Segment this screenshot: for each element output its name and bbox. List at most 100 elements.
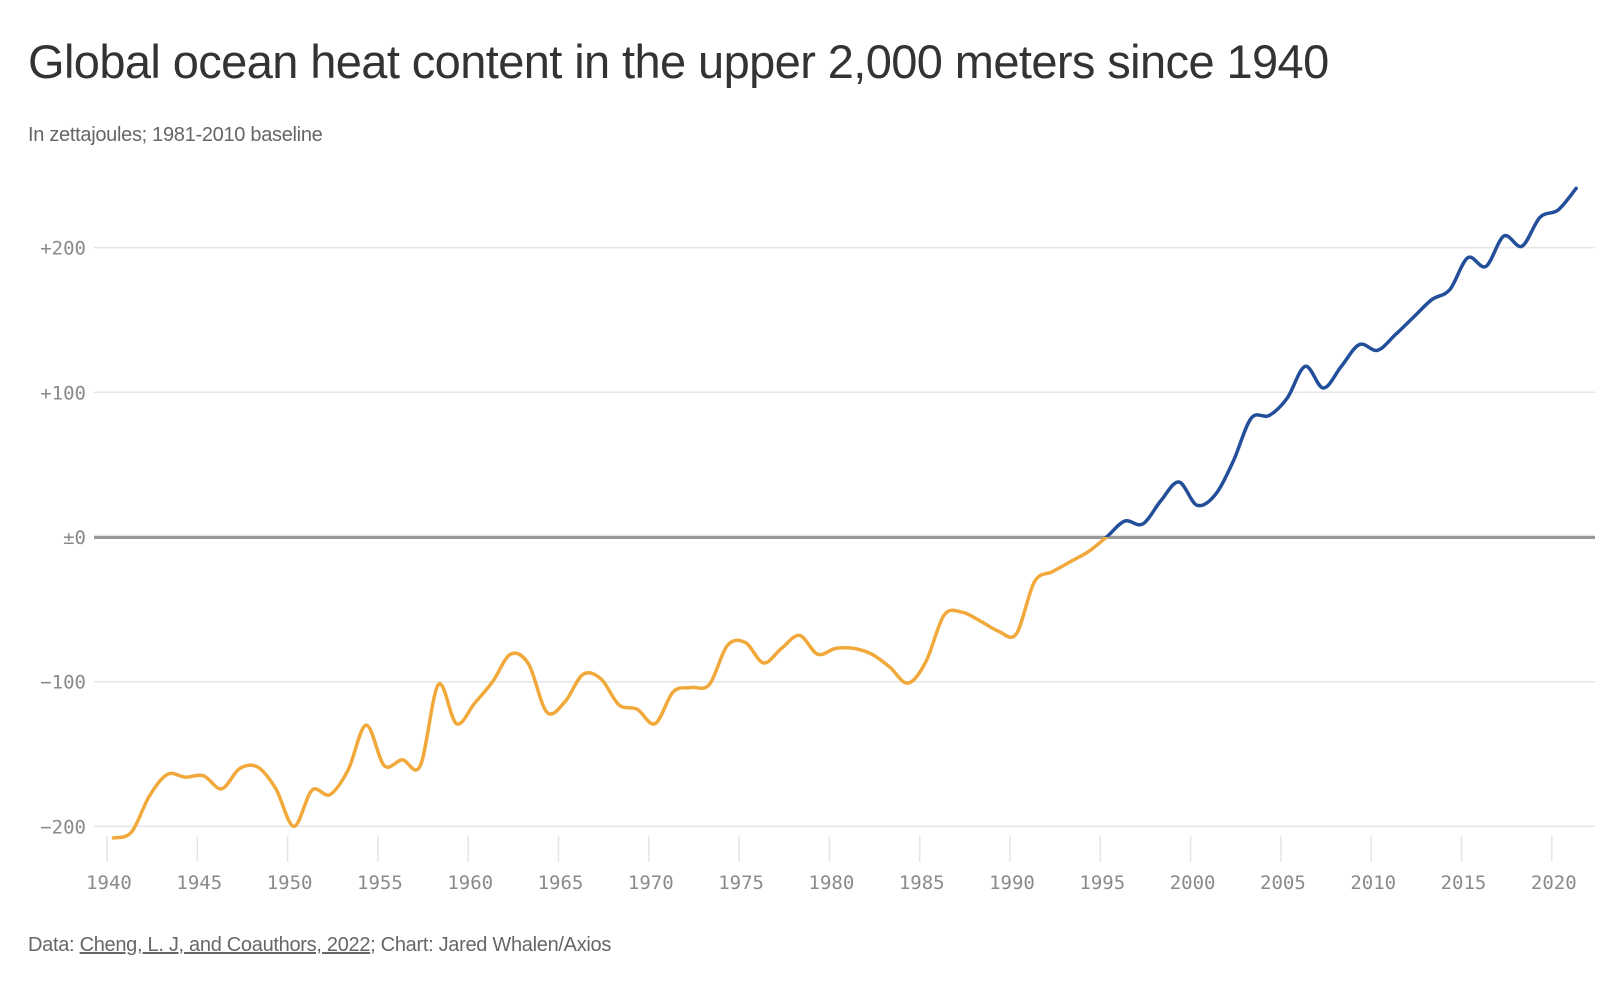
data-point-1948 (256, 765, 260, 769)
data-point-1986 (942, 613, 946, 617)
data-point-1965 (563, 700, 567, 704)
y-tick-label: −100 (40, 672, 86, 694)
data-point-2011 (1394, 332, 1398, 336)
data-point-1983 (888, 665, 892, 669)
data-point-1998 (1159, 499, 1163, 503)
data-point-1971 (671, 690, 675, 694)
data-point-2015 (1466, 256, 1470, 260)
data-point-2008 (1339, 364, 1343, 368)
x-tick-label: 1945 (176, 872, 222, 894)
data-point-1951 (310, 788, 314, 792)
data-point-1963 (527, 662, 531, 666)
data-point-1980 (834, 646, 838, 650)
gridlines (94, 246, 1595, 828)
x-tick-label: 1970 (628, 872, 674, 894)
data-point-1991 (1032, 580, 1036, 584)
data-point-1977 (780, 646, 784, 650)
x-tick-label: 1940 (86, 872, 132, 894)
data-point-1955 (382, 764, 386, 768)
data-point-1993 (1069, 560, 1073, 564)
data-point-1960 (473, 701, 477, 705)
data-point-1957 (418, 764, 422, 768)
data-point-2017 (1502, 234, 1506, 238)
data-point-1962 (509, 652, 513, 656)
data-point-2021 (1574, 186, 1578, 190)
x-tick-label: 2010 (1350, 872, 1396, 894)
data-point-2018 (1520, 244, 1524, 248)
data-point-1940 (111, 836, 115, 840)
data-point-1994 (1087, 550, 1091, 554)
data-point-2016 (1484, 264, 1488, 268)
data-point-2019 (1538, 215, 1542, 219)
y-tick-label: ±0 (63, 527, 86, 549)
data-point-2003 (1249, 416, 1253, 420)
data-point-2013 (1430, 298, 1434, 302)
data-point-1943 (166, 772, 170, 776)
data-point-1941 (129, 830, 133, 834)
data-point-1992 (1050, 570, 1054, 574)
data-point-1988 (978, 619, 982, 623)
data-point-1947 (238, 767, 242, 771)
data-point-1949 (274, 787, 278, 791)
x-axis: 1940 1945 1950 1955 1960 1965 1970 1975 1980 1985… (86, 836, 1577, 894)
data-point-2005 (1285, 396, 1289, 400)
data-point-1987 (960, 610, 964, 614)
data-point-1952 (328, 793, 332, 797)
data-point-1970 (653, 722, 657, 726)
data-point-1997 (1141, 522, 1145, 526)
data-point-1979 (816, 652, 820, 656)
data-point-1985 (924, 659, 928, 663)
data-point-1946 (220, 787, 224, 791)
data-point-2002 (1231, 460, 1235, 464)
series-line-below-baseline (111, 537, 1110, 840)
data-point-2009 (1358, 343, 1362, 347)
chart-credit: ; Chart: Jared Whalen/Axios (370, 934, 612, 956)
data-point-1976 (762, 661, 766, 665)
x-tick-label: 1985 (899, 872, 945, 894)
x-tick-label: 2005 (1260, 872, 1306, 894)
data-point-1945 (202, 774, 206, 778)
y-tick-label: +200 (40, 238, 86, 260)
y-tick-label: −200 (40, 816, 86, 838)
data-point-1964 (545, 710, 549, 714)
data-point-1999 (1177, 480, 1181, 484)
data-point-1966 (581, 673, 585, 677)
source-credit: Data: Cheng, L. J, and Coauthors, 2022; … (28, 934, 611, 957)
data-point-2007 (1321, 386, 1325, 390)
x-tick-label: 1955 (357, 872, 403, 894)
data-point-2004 (1267, 414, 1271, 418)
data-point-1961 (491, 680, 495, 684)
x-tick-label: 1995 (1079, 872, 1125, 894)
data-point-1959 (455, 722, 459, 726)
data-point-1989 (996, 629, 1000, 633)
data-point-2010 (1376, 348, 1380, 352)
data-point-1984 (906, 681, 910, 685)
data-point-1996 (1123, 519, 1127, 523)
x-tick-label: 2015 (1441, 872, 1487, 894)
data-point-1956 (400, 758, 404, 762)
series-line-above-baseline (1103, 186, 1578, 537)
data-point-1981 (852, 646, 856, 650)
y-axis: +200 +100 ±0 −100 −200 (40, 238, 86, 839)
x-tick-label: 1965 (538, 872, 584, 894)
data-point-1972 (689, 686, 693, 690)
data-point-2001 (1213, 493, 1217, 497)
x-tick-label: 1960 (447, 872, 493, 894)
data-point-1995 (1105, 535, 1109, 539)
data-point-2000 (1195, 503, 1199, 507)
data-point-1953 (346, 768, 350, 772)
chart-subtitle: In zettajoules; 1981-2010 baseline (28, 124, 323, 146)
source-link[interactable]: Cheng, L. J, and Coauthors, 2022 (79, 934, 371, 956)
data-prefix: Data: (28, 934, 80, 956)
data-point-1958 (436, 683, 440, 687)
data-point-2012 (1412, 315, 1416, 319)
zero-baseline (94, 534, 1595, 539)
data-point-1967 (599, 677, 603, 681)
data-point-1954 (364, 723, 368, 727)
data-point-1973 (707, 683, 711, 687)
data-point-1969 (635, 707, 639, 711)
data-point-1978 (798, 633, 802, 637)
x-tick-label: 2020 (1531, 872, 1577, 894)
data-point-1950 (292, 824, 296, 828)
